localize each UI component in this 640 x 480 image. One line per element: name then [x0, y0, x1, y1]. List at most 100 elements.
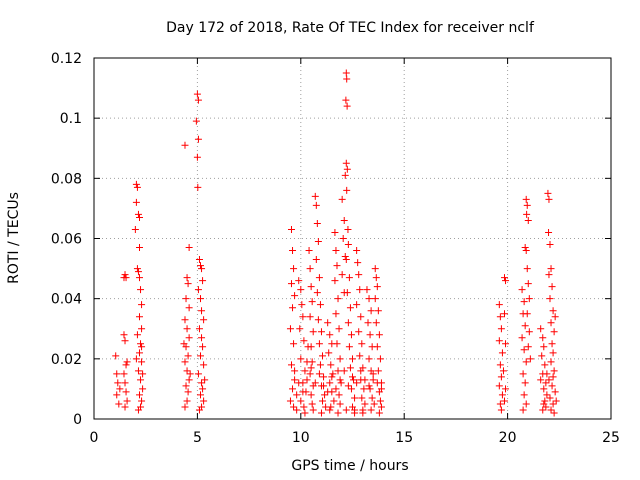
data-point: [375, 331, 383, 339]
data-point: [543, 391, 551, 399]
data-point: [309, 406, 317, 414]
data-point: [545, 271, 553, 279]
data-point: [331, 277, 339, 285]
data-point: [298, 301, 306, 309]
data-point: [551, 388, 559, 396]
data-point: [374, 307, 382, 315]
data-point: [121, 379, 129, 387]
data-point: [365, 295, 373, 303]
data-point: [132, 198, 140, 206]
data-point: [376, 397, 384, 405]
data-point: [333, 340, 341, 348]
data-point: [371, 295, 379, 303]
data-point: [200, 397, 208, 405]
y-tick-label: 0.04: [51, 292, 82, 308]
data-point: [291, 292, 299, 300]
data-point: [521, 322, 529, 330]
data-point: [496, 400, 504, 408]
data-point: [347, 385, 355, 393]
data-point: [308, 298, 316, 306]
data-point: [199, 343, 207, 351]
data-point: [295, 277, 303, 285]
y-tick-label: 0.12: [51, 51, 82, 67]
data-point: [342, 69, 350, 77]
data-point: [324, 319, 332, 327]
data-point: [521, 379, 529, 387]
data-point: [519, 370, 527, 378]
data-point: [343, 289, 351, 297]
data-point: [344, 382, 352, 390]
data-point: [314, 238, 322, 246]
data-point: [135, 313, 143, 321]
data-point: [375, 409, 383, 417]
data-point: [180, 340, 188, 348]
x-tick-label: 10: [292, 430, 310, 446]
data-point: [351, 394, 359, 402]
data-point: [326, 331, 334, 339]
data-point: [319, 397, 327, 405]
data-point: [549, 349, 557, 357]
data-point: [344, 241, 352, 249]
data-point: [331, 228, 339, 236]
data-point: [537, 376, 545, 384]
data-point: [181, 141, 189, 149]
data-point: [543, 370, 551, 378]
data-point: [320, 373, 328, 381]
data-point: [131, 225, 139, 233]
data-point: [135, 274, 143, 282]
data-point: [134, 406, 142, 414]
data-point: [311, 379, 319, 387]
data-point: [500, 397, 508, 405]
data-point: [545, 195, 553, 203]
data-point: [134, 367, 142, 375]
data-point: [377, 385, 385, 393]
data-point: [197, 391, 205, 399]
data-point: [311, 192, 319, 200]
y-tick-label: 0: [73, 412, 82, 428]
data-point: [291, 367, 299, 375]
data-point: [540, 343, 548, 351]
data-point: [540, 400, 548, 408]
data-point: [135, 391, 143, 399]
data-point: [194, 183, 202, 191]
data-point: [353, 379, 361, 387]
data-point: [365, 382, 373, 390]
data-point: [548, 283, 556, 291]
data-point: [297, 397, 305, 405]
data-point: [544, 189, 552, 197]
data-point: [549, 400, 557, 408]
data-point: [138, 301, 146, 309]
data-point: [547, 358, 555, 366]
data-point: [355, 328, 363, 336]
y-tick-label: 0.06: [51, 232, 82, 248]
data-point: [200, 316, 208, 324]
data-point: [293, 406, 301, 414]
data-point: [499, 367, 507, 375]
data-point: [338, 271, 346, 279]
data-point: [184, 388, 192, 396]
data-point: [366, 331, 374, 339]
x-tick-label: 5: [193, 430, 202, 446]
data-point: [340, 367, 348, 375]
data-point: [133, 183, 141, 191]
data-point: [194, 135, 202, 143]
data-point: [342, 96, 350, 104]
data-point: [361, 400, 369, 408]
data-point: [520, 391, 528, 399]
data-point: [373, 379, 381, 387]
data-point: [316, 301, 324, 309]
data-point: [314, 316, 322, 324]
data-point: [540, 385, 548, 393]
data-point: [343, 165, 351, 173]
data-point: [338, 195, 346, 203]
data-point: [301, 367, 309, 375]
data-point: [198, 379, 206, 387]
data-point: [523, 210, 531, 218]
data-point: [197, 262, 205, 270]
data-point: [369, 370, 377, 378]
data-point: [299, 313, 307, 321]
data-point: [290, 265, 298, 273]
data-point: [193, 90, 201, 98]
x-tick-label: 25: [602, 430, 620, 446]
